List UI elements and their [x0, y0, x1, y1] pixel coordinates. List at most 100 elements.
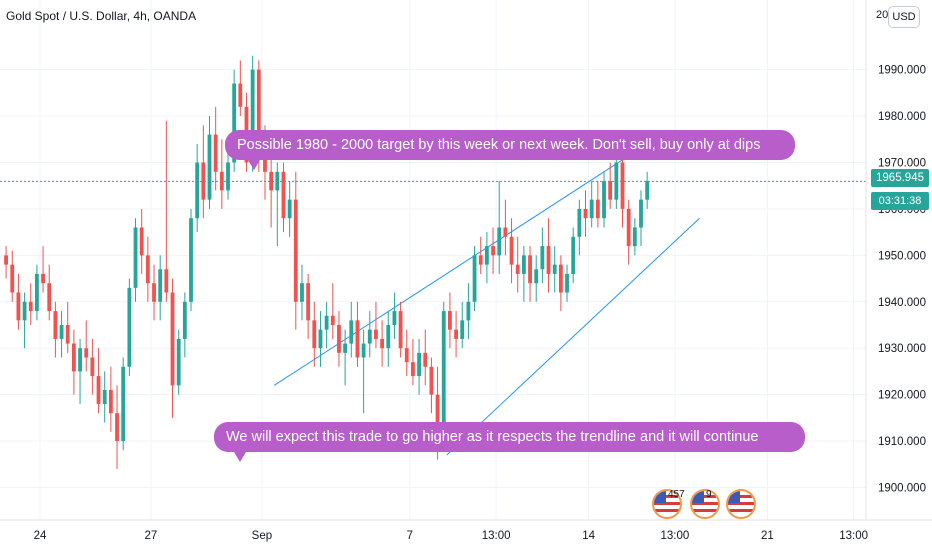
candle[interactable]: [497, 181, 502, 274]
candle[interactable]: [540, 227, 545, 284]
candle[interactable]: [306, 273, 311, 339]
candle[interactable]: [219, 139, 224, 209]
candle[interactable]: [349, 301, 354, 358]
candle[interactable]: [121, 357, 126, 451]
candle[interactable]: [90, 338, 95, 395]
candle[interactable]: [47, 264, 52, 321]
candle[interactable]: [269, 153, 274, 228]
candle[interactable]: [318, 311, 323, 367]
candle[interactable]: [133, 218, 138, 302]
candle[interactable]: [392, 292, 397, 339]
candle[interactable]: [96, 348, 101, 414]
candle[interactable]: [454, 311, 458, 358]
candle[interactable]: [620, 153, 625, 228]
candle[interactable]: [195, 143, 200, 233]
candle[interactable]: [293, 171, 298, 330]
candle[interactable]: [534, 255, 539, 302]
candle[interactable]: [632, 218, 637, 256]
trendline[interactable]: [273, 157, 626, 386]
candle[interactable]: [374, 301, 378, 349]
currency-button[interactable]: USD: [888, 6, 920, 28]
candle[interactable]: [417, 338, 422, 395]
candle[interactable]: [115, 385, 119, 469]
candle[interactable]: [386, 311, 391, 367]
candle[interactable]: [78, 338, 82, 404]
us-flag-icon[interactable]: [652, 489, 682, 519]
candle[interactable]: [189, 208, 193, 312]
candle[interactable]: [238, 60, 243, 117]
candle[interactable]: [515, 236, 520, 293]
candle[interactable]: [164, 120, 169, 302]
candle[interactable]: [626, 199, 631, 265]
candle[interactable]: [565, 264, 569, 302]
candle[interactable]: [41, 246, 45, 293]
candle[interactable]: [312, 301, 317, 367]
candle[interactable]: [28, 283, 33, 325]
candle[interactable]: [484, 232, 489, 284]
candle[interactable]: [503, 199, 508, 256]
candle[interactable]: [343, 329, 348, 386]
candle[interactable]: [65, 301, 70, 353]
candle[interactable]: [380, 320, 385, 367]
candle[interactable]: [71, 329, 76, 395]
candle[interactable]: [176, 329, 181, 395]
candle[interactable]: [330, 283, 335, 339]
candle[interactable]: [589, 181, 594, 228]
candle[interactable]: [34, 264, 39, 321]
candle[interactable]: [152, 264, 156, 321]
candle[interactable]: [595, 181, 600, 228]
candle[interactable]: [275, 162, 280, 247]
candle[interactable]: [182, 292, 187, 358]
candle[interactable]: [571, 227, 576, 284]
candle[interactable]: [447, 292, 452, 349]
candle[interactable]: [478, 236, 483, 274]
candle[interactable]: [10, 250, 15, 302]
candle[interactable]: [423, 329, 428, 386]
candle[interactable]: [546, 218, 551, 293]
candle[interactable]: [337, 311, 341, 367]
candle[interactable]: [170, 278, 175, 418]
candle[interactable]: [398, 301, 403, 358]
candle[interactable]: [528, 246, 532, 302]
candle[interactable]: [552, 246, 557, 293]
candle[interactable]: [145, 236, 150, 302]
candle[interactable]: [22, 292, 27, 349]
candle[interactable]: [491, 227, 495, 274]
candle[interactable]: [108, 366, 113, 432]
us-flag-icon[interactable]: [726, 489, 756, 519]
candle[interactable]: [466, 283, 471, 339]
trendline[interactable]: [446, 217, 700, 456]
candle[interactable]: [583, 190, 588, 237]
candle[interactable]: [300, 264, 304, 321]
candle[interactable]: [4, 246, 8, 279]
candle[interactable]: [139, 208, 144, 274]
candle[interactable]: [355, 301, 360, 367]
candle[interactable]: [558, 255, 563, 312]
candle[interactable]: [84, 320, 89, 372]
candle[interactable]: [226, 153, 230, 200]
candle[interactable]: [53, 301, 58, 358]
candle[interactable]: [645, 171, 650, 209]
candle[interactable]: [59, 311, 64, 358]
us-flag-icon[interactable]: [690, 489, 720, 519]
candle[interactable]: [201, 125, 206, 219]
candle[interactable]: [127, 278, 132, 377]
candle[interactable]: [281, 162, 286, 233]
candle[interactable]: [361, 329, 366, 414]
candle[interactable]: [521, 246, 526, 302]
candle[interactable]: [158, 255, 163, 321]
annotation-bottom[interactable]: We will expect this trade to go higher a…: [214, 422, 805, 452]
candle[interactable]: [472, 246, 477, 312]
candle[interactable]: [324, 301, 329, 349]
candle[interactable]: [16, 273, 21, 330]
candle[interactable]: [404, 329, 409, 377]
candle[interactable]: [207, 116, 212, 209]
candle[interactable]: [602, 171, 606, 228]
candle[interactable]: [509, 218, 514, 284]
candle[interactable]: [411, 338, 415, 386]
annotation-top[interactable]: Possible 1980 - 2000 target by this week…: [225, 130, 795, 160]
candle[interactable]: [213, 106, 218, 191]
candle[interactable]: [102, 371, 107, 423]
candle[interactable]: [287, 181, 292, 237]
